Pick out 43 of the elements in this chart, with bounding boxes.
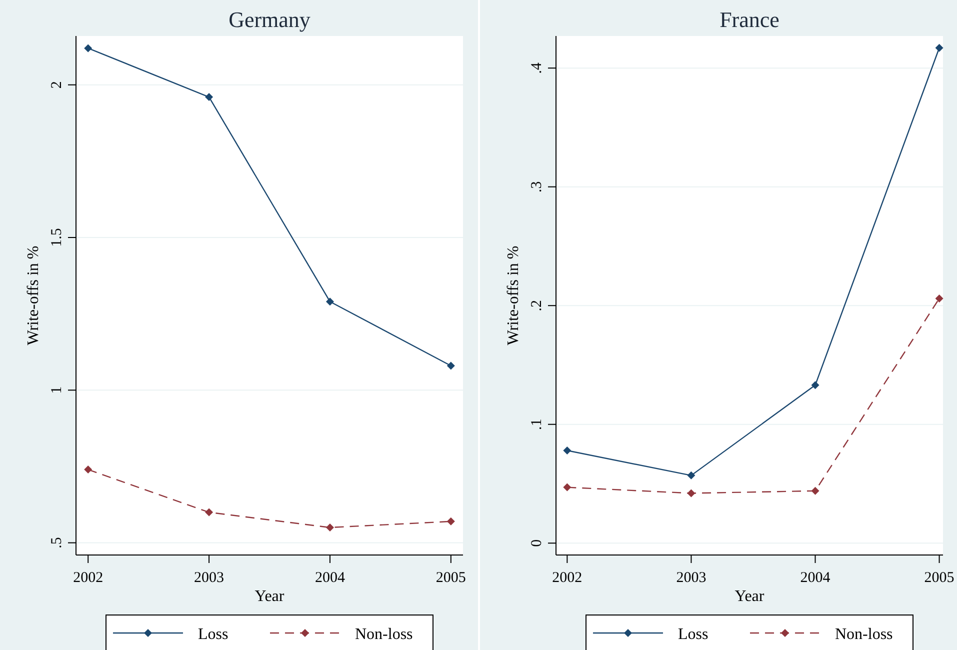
point [687, 489, 696, 498]
y-tick-label: 1.5 [49, 228, 65, 247]
y-tick-label: 1 [49, 386, 65, 394]
chart-title: France [720, 7, 780, 32]
point [326, 524, 334, 532]
point [687, 471, 696, 480]
point [563, 446, 572, 454]
point [446, 362, 455, 370]
x-tick-label: 2002 [552, 570, 582, 586]
x-tick-label: 2005 [924, 570, 954, 586]
x-axis-title: Year [734, 588, 765, 605]
point [811, 381, 820, 390]
legend-label: Loss [198, 626, 228, 643]
x-axis-title: Year [254, 588, 285, 605]
legend-label: Non-loss [835, 626, 893, 643]
point [563, 483, 572, 492]
x-tick-label: 2005 [436, 570, 466, 586]
chart-title: Germany [228, 7, 310, 32]
point [935, 294, 944, 302]
point [446, 517, 455, 526]
y-tick-label: .1 [529, 418, 545, 430]
point [935, 44, 944, 52]
x-tick-label: 2004 [314, 570, 346, 586]
x-tick-label: 2004 [800, 570, 831, 586]
x-tick-label: 2003 [676, 570, 706, 586]
legend-label: Loss [678, 626, 708, 643]
point [811, 486, 820, 495]
y-axis-title: Write-offs in % [25, 246, 42, 346]
y-tick-label: 2 [49, 81, 65, 89]
y-tick-label: .3 [529, 181, 545, 192]
point [205, 508, 214, 516]
y-tick-label: .4 [529, 62, 545, 74]
y-tick-label: .5 [49, 537, 65, 548]
point [326, 298, 334, 306]
legend-label: Non-loss [355, 626, 413, 643]
y-tick-label: .2 [529, 300, 545, 312]
x-tick-label: 2003 [194, 570, 224, 586]
point [84, 44, 92, 52]
x-tick-label: 2002 [73, 570, 104, 586]
y-tick-label: 0 [529, 539, 545, 547]
point [205, 93, 214, 102]
y-axis-title: Write-offs in % [505, 246, 522, 346]
point [84, 466, 92, 474]
